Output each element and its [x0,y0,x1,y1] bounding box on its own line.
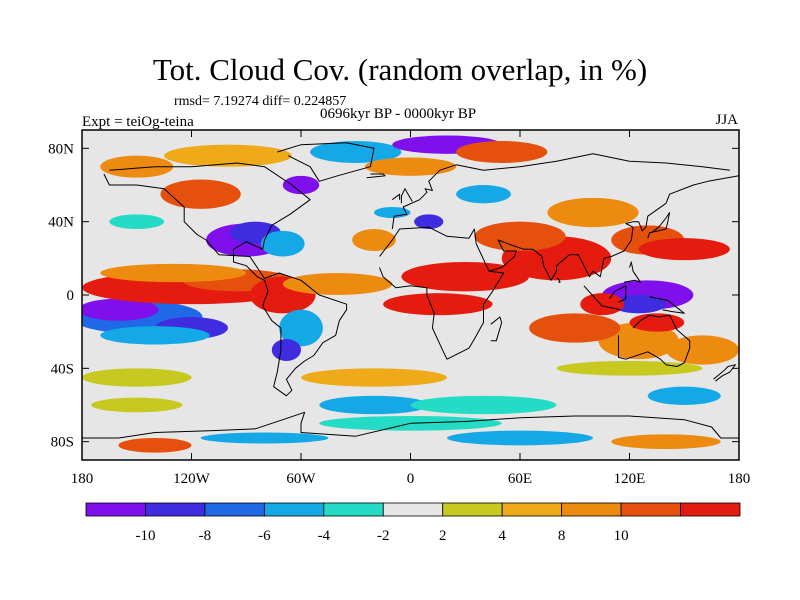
lon-tick-label: 0 [407,471,415,487]
map-plot-area [82,130,739,460]
lat-tick-label: 80N [48,141,74,157]
anomaly-patch [164,144,292,167]
coastline [618,314,691,367]
anomaly-patch [82,368,192,387]
coastline [391,193,401,201]
legend-swatch [680,502,741,517]
experiment-label: Expt = teiOg-teina [82,114,194,130]
anomaly-patch [271,339,301,361]
anomaly-patch [580,293,625,316]
anomaly-patch [647,386,721,406]
anomaly-patch [100,155,174,178]
lon-tick-label: 60W [286,471,316,487]
anomaly-patch [447,430,593,446]
coastline [488,175,739,281]
anomaly-patch [410,395,557,415]
coastline [647,212,671,239]
coastline [490,316,503,342]
lon-tick-label: 120W [173,471,211,487]
anomaly-patch [611,434,721,449]
lat-tick-label: 40S [51,361,74,377]
anomaly-patch [279,309,323,347]
coastline [556,278,561,283]
legend-label: -10 [135,528,155,544]
legend-label: 10 [614,528,629,544]
anomaly-patch [383,293,493,316]
anomaly-patch [352,229,396,251]
anomaly-patch [474,221,566,251]
coastline [623,261,641,283]
coastline [82,411,739,439]
anomaly-field [82,135,739,453]
stats-text: rmsd= 7.19274 diff= 0.224857 [174,94,347,109]
lon-tick-label: 120E [614,471,646,487]
color-legend: -10 -8 -6 -4 -2 2 4 8 10 [85,502,741,544]
anomaly-patch [82,298,159,321]
anomaly-patch [556,361,703,376]
legend-swatch [204,502,265,517]
anomaly-patch [109,214,165,230]
legend-swatch [323,502,384,517]
legend-swatch [620,502,681,517]
anomaly-patch [100,263,247,283]
coastline [379,226,505,360]
season-label: JJA [715,112,738,128]
anomaly-patch [301,368,447,387]
anomaly-patch [282,273,393,295]
coastline [277,142,375,182]
anomaly-patch [666,335,739,365]
coastline [103,162,348,397]
period-label: 0696kyr BP - 0000kyr BP [320,106,477,122]
lon-tick-label: 180 [71,471,94,487]
lon-tick-label: 60E [508,471,532,487]
anomaly-patch [160,179,241,209]
anomaly-patch [638,238,730,261]
lat-tick-label: 40N [48,215,74,231]
anomaly-patch [100,326,210,345]
legend-label: -4 [318,528,331,544]
anomaly-patch [91,397,183,413]
legend-label: 2 [439,528,447,544]
coastlines [82,142,739,439]
legend-label: -8 [199,528,212,544]
anomaly-patch [319,395,429,415]
lon-tick-label: 180 [728,471,751,487]
legend-swatch [263,502,325,517]
coastline [608,285,627,303]
coastline [366,173,386,179]
anomaly-patch [529,313,621,343]
lat-tick-label: 0 [67,288,75,304]
anomaly-patch [456,141,548,163]
anomaly-patch [374,207,411,218]
coastline [649,296,685,314]
map-title: Tot. Cloud Cov. (random overlap, in %) [152,52,648,87]
legend-swatch [442,502,503,517]
coastline [713,364,736,382]
anomaly-patch [282,175,320,195]
legend-swatch [501,502,563,517]
legend-label: 8 [558,528,566,544]
anomaly-patch [364,157,457,176]
coastline [391,153,730,230]
lat-tick-label: 80S [51,435,74,451]
anomaly-patch [456,185,511,204]
legend-swatch [382,502,444,517]
legend-swatch [561,502,622,517]
legend-label: -2 [377,528,390,544]
legend-label: 4 [498,528,506,544]
legend-label: -6 [258,528,271,544]
map-axes: 180 120W 60W 0 60E 120E 180 80N 40N 0 40S 80S [48,130,750,487]
coastline [400,188,413,204]
anomaly-patch [118,438,192,453]
anomaly-patch [310,141,402,163]
anomaly-patch [414,214,444,230]
anomaly-patch [200,432,329,444]
anomaly-patch [547,197,639,228]
coastline [583,285,621,311]
legend-swatch [85,502,146,517]
legend-swatch [145,502,206,517]
anomaly-patch [260,230,305,257]
